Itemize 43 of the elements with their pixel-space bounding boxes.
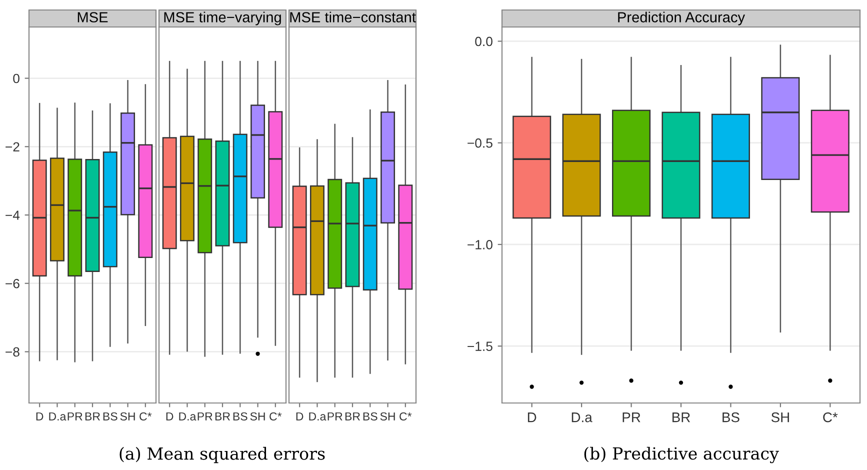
x-tick-label: BR	[345, 412, 360, 420]
y-tick-label: 0.0	[475, 36, 492, 46]
y-tick-label: −6	[6, 278, 20, 288]
x-tick-label: BR	[85, 412, 100, 420]
chart-title: MSE time−varying	[164, 12, 281, 26]
y-tick-label: −0.5	[468, 138, 492, 148]
text: (a) Mean squared errors	[120, 446, 325, 464]
y-tick-label: 0	[13, 74, 20, 84]
chart-title: Prediction Accuracy	[618, 12, 746, 26]
x-tick-label: D	[528, 412, 536, 422]
y-tick-label: −4	[6, 210, 20, 220]
chart-title: MSE	[78, 12, 108, 22]
x-tick-label: BS	[103, 412, 118, 420]
x-tick-label: SH	[120, 412, 135, 420]
x-tick-label: SH	[380, 412, 395, 420]
x-tick-label: C*	[400, 412, 412, 420]
x-tick-label: BR	[215, 412, 230, 420]
y-tick-label: −8	[6, 347, 20, 357]
x-tick-label: D.a	[49, 412, 66, 420]
x-tick-label: SH	[771, 412, 789, 422]
x-tick-label: D	[296, 412, 304, 420]
x-tick-label: D	[166, 412, 174, 420]
x-tick-label: PR	[68, 412, 82, 420]
y-tick-label: −1.0	[468, 240, 492, 250]
x-tick-label: D.a	[309, 412, 326, 420]
x-tick-label: D.a	[572, 412, 592, 422]
x-tick-label: D.a	[179, 412, 196, 420]
y-tick-label: −2	[6, 142, 20, 152]
x-tick-label: SH	[250, 412, 265, 420]
x-tick-label: BS	[233, 412, 248, 420]
x-tick-label: PR	[328, 412, 342, 420]
x-tick-label: C*	[140, 412, 152, 420]
x-tick-label: C*	[823, 412, 838, 422]
chart-title: MSE time−constant	[290, 12, 416, 22]
x-tick-label: BS	[722, 412, 740, 422]
x-tick-label: BS	[363, 412, 378, 420]
text: (b) Predictive accuracy	[584, 446, 779, 464]
x-tick-label: PR	[622, 412, 640, 422]
x-tick-label: D	[36, 412, 44, 420]
y-tick-label: −1.5	[468, 342, 492, 352]
x-tick-label: PR	[198, 412, 212, 420]
x-tick-label: C*	[270, 412, 282, 420]
x-tick-label: BR	[672, 412, 690, 422]
